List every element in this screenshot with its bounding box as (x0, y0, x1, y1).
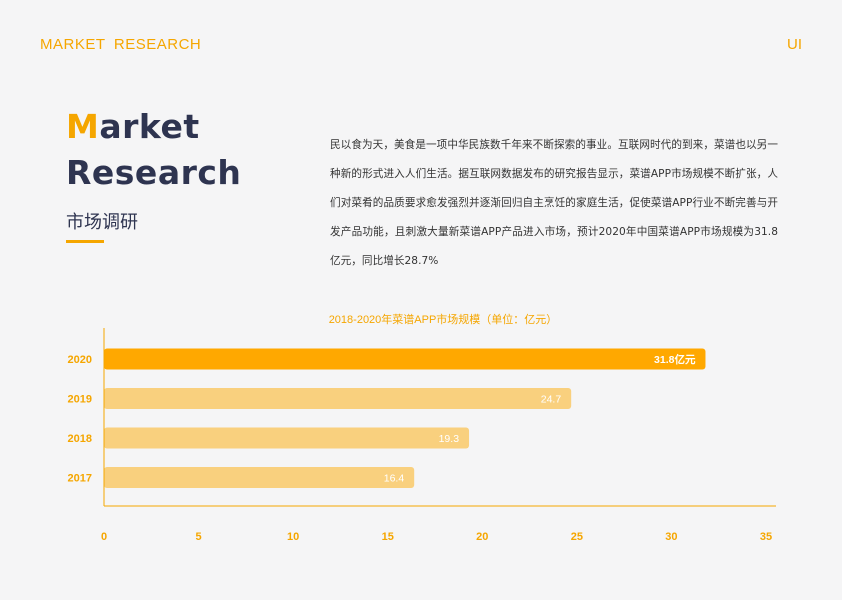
header-left-label: MARKET RESEARCH (40, 36, 202, 53)
x-tick-label-25: 25 (571, 531, 583, 543)
x-tick-label-30: 30 (665, 531, 677, 543)
chart-title: 2018-2020年菜谱APP市场规模（单位：亿元） (329, 312, 558, 326)
data-label-2019: 24.7 (541, 394, 562, 406)
x-tick-label-10: 10 (287, 531, 299, 543)
axis-layer: 2020 2019 2018 2017 0 5 10 15 20 25 30 35 (68, 328, 776, 543)
title-line-2: Research (66, 153, 242, 192)
title-accent-letter: M (66, 107, 100, 146)
data-label-2017: 16.4 (384, 473, 405, 485)
x-tick-label-35: 35 (760, 531, 772, 543)
title-line-1: Market (66, 104, 241, 150)
data-label-2020: 31.8亿元 (654, 353, 696, 366)
x-tick-label-20: 20 (476, 531, 488, 543)
title-underline (66, 240, 104, 243)
category-label-2018: 2018 (68, 433, 92, 445)
bars-layer: 31.8亿元 24.7 19.3 16.4 (104, 348, 706, 488)
header-right-label: UI (787, 36, 802, 53)
title-line-1-rest: arket (99, 107, 200, 146)
page-title: Market Research (66, 104, 241, 196)
bar-2019 (104, 388, 572, 409)
bar-2017 (104, 467, 415, 488)
category-label-2017: 2017 (68, 473, 92, 485)
bar-2020 (104, 348, 706, 370)
category-label-2020: 2020 (68, 354, 92, 366)
bar-2018 (104, 427, 470, 449)
x-tick-label-15: 15 (382, 531, 394, 543)
data-label-2018: 19.3 (439, 433, 460, 445)
x-tick-label-5: 5 (196, 531, 202, 543)
x-tick-label-0: 0 (101, 531, 107, 543)
intro-paragraph: 民以食为天，美食是一项中华民族数千年来不断探索的事业。互联网时代的到来，菜谱也以… (330, 139, 778, 267)
category-label-2019: 2019 (68, 394, 92, 406)
page-subtitle: 市场调研 (66, 212, 138, 233)
